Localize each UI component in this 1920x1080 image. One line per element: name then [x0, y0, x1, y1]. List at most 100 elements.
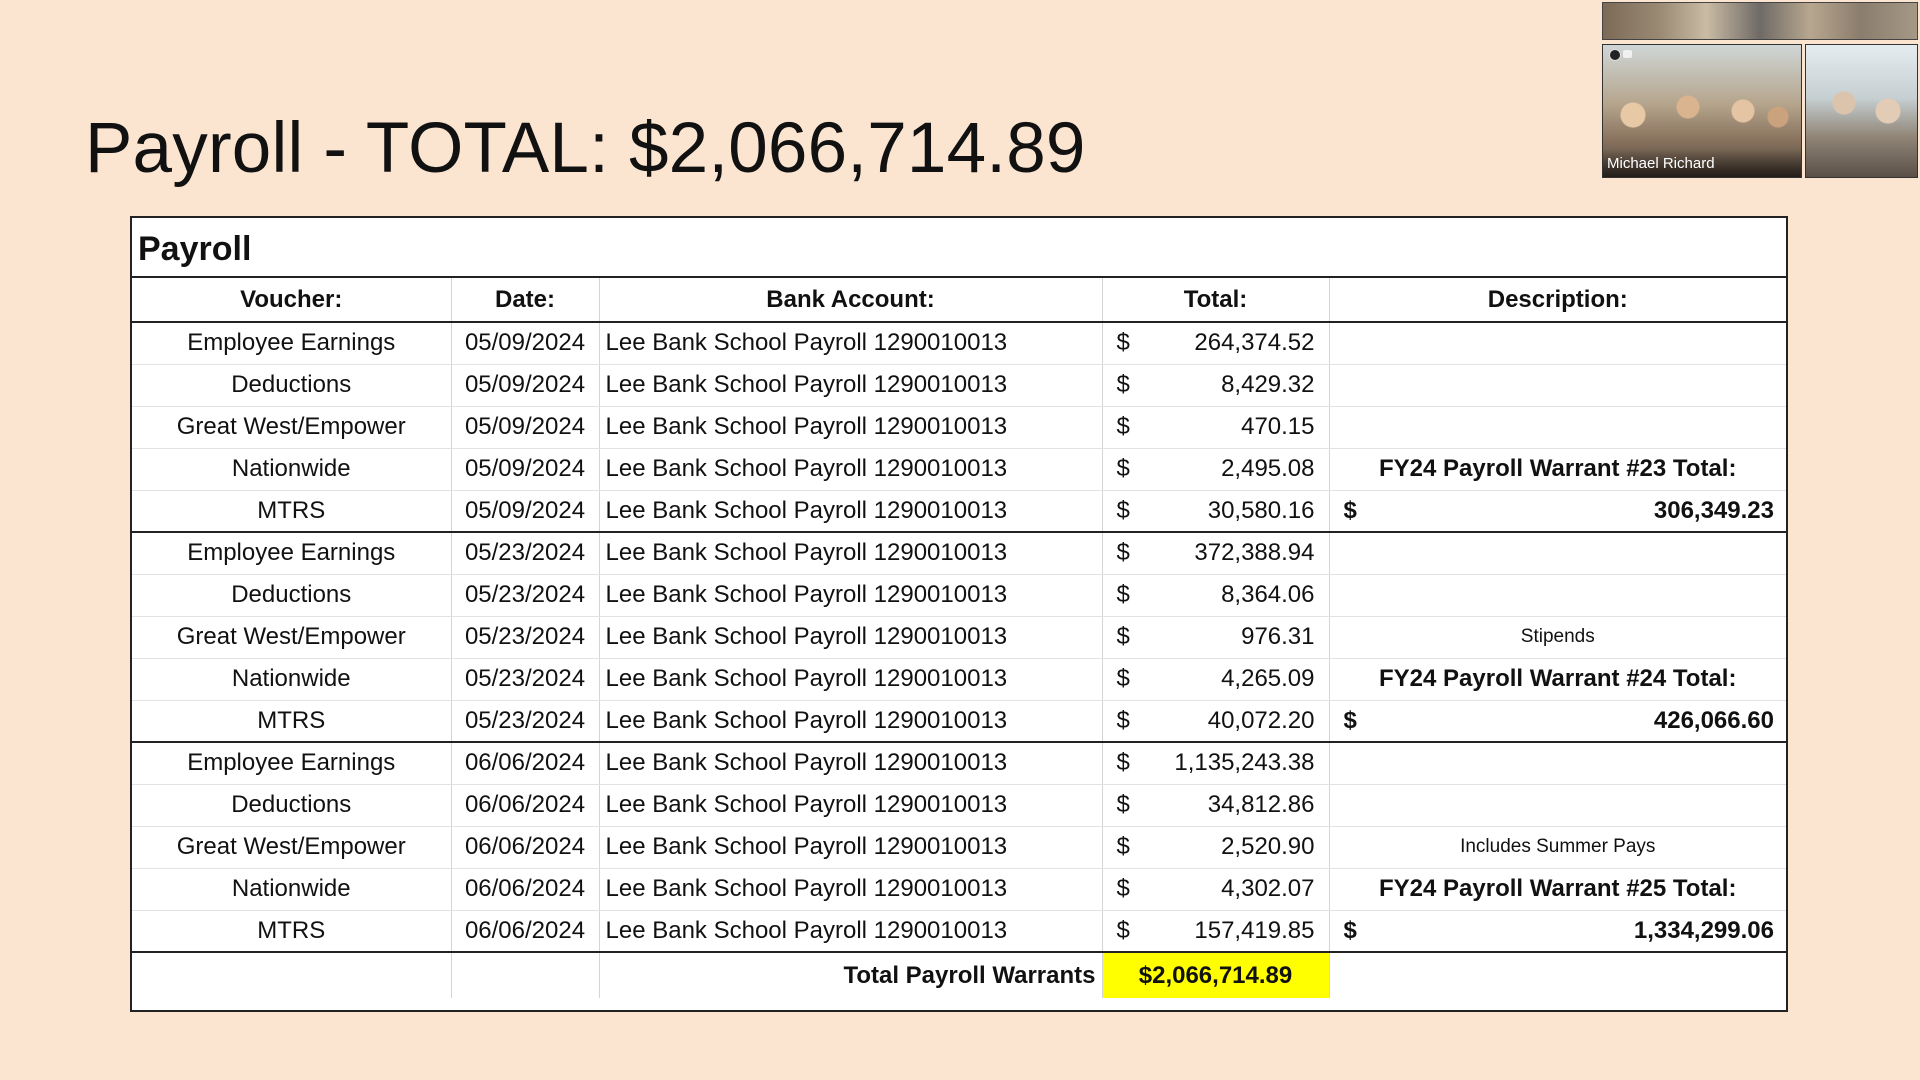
table-row: Great West/Empower 05/23/2024 Lee Bank Sch… — [132, 616, 1786, 659]
amount-value: 372,388.94 — [1194, 539, 1315, 567]
payroll-sheet: Payroll Voucher: Date: Bank Account: Tot… — [130, 216, 1788, 1012]
currency-symbol: $ — [1343, 916, 1357, 944]
table-row: Deductions 06/06/2024 Lee Bank School Payr… — [132, 784, 1786, 827]
date-cell: 05/23/2024 — [451, 532, 600, 575]
header-voucher: Voucher: — [132, 278, 452, 323]
description-cell — [1329, 574, 1786, 617]
warrant-total-value: 1,334,299.06 — [1633, 916, 1774, 944]
amount-value: 157,419.85 — [1194, 916, 1315, 944]
video-tile-secondary[interactable] — [1805, 44, 1918, 178]
table-row: Nationwide 05/09/2024 Lee Bank School Payr… — [132, 448, 1786, 491]
currency-symbol: $ — [1116, 791, 1130, 818]
voucher-cell: Employee Earnings — [132, 532, 452, 575]
voucher-cell: MTRS — [132, 910, 452, 953]
amount-value: 8,429.32 — [1221, 371, 1315, 398]
total-cell: $4,302.07 — [1102, 868, 1330, 911]
total-cell: $264,374.52 — [1102, 322, 1330, 365]
bank-account-cell: Lee Bank School Payroll 1290010013 — [599, 868, 1103, 911]
table-row: Employee Earnings 06/06/2024 Lee Bank Scho… — [132, 742, 1786, 785]
description-cell — [1329, 742, 1786, 785]
description-cell: FY24 Payroll Warrant #25 Total: — [1329, 868, 1786, 911]
header-description: Description: — [1329, 278, 1786, 323]
description-cell: Stipends — [1329, 616, 1786, 659]
date-cell: 05/09/2024 — [451, 490, 600, 533]
table-row: Deductions 05/23/2024 Lee Bank School Payr… — [132, 574, 1786, 617]
total-cell: $4,265.09 — [1102, 658, 1330, 701]
warrant-total-value: 426,066.60 — [1653, 706, 1774, 734]
bank-account-cell: Lee Bank School Payroll 1290010013 — [599, 322, 1103, 365]
currency-symbol: $ — [1116, 916, 1130, 944]
warrant-total-cell: $426,066.60 — [1329, 700, 1786, 743]
currency-symbol: $ — [1116, 496, 1130, 524]
currency-symbol: $ — [1116, 413, 1130, 440]
amount-value: 4,302.07 — [1221, 875, 1315, 902]
table-row: MTRS 05/23/2024 Lee Bank School Payroll 12… — [132, 700, 1786, 743]
currency-symbol: $ — [1116, 455, 1130, 482]
participant-name: Michael Richard — [1607, 155, 1715, 172]
date-cell: 06/06/2024 — [451, 784, 600, 827]
table-row: Employee Earnings 05/23/2024 Lee Bank Scho… — [132, 532, 1786, 575]
bank-account-cell: Lee Bank School Payroll 1290010013 — [599, 532, 1103, 575]
amount-value: 470.15 — [1241, 413, 1315, 440]
description-cell — [1329, 364, 1786, 407]
description-cell: FY24 Payroll Warrant #24 Total: — [1329, 658, 1786, 701]
total-cell: $8,364.06 — [1102, 574, 1330, 617]
voucher-cell: Employee Earnings — [132, 322, 452, 365]
voucher-cell: Great West/Empower — [132, 616, 452, 659]
total-cell: $8,429.32 — [1102, 364, 1330, 407]
date-cell: 06/06/2024 — [451, 868, 600, 911]
bank-account-cell: Lee Bank School Payroll 1290010013 — [599, 364, 1103, 407]
bank-account-cell: Lee Bank School Payroll 1290010013 — [599, 406, 1103, 449]
date-cell: 05/09/2024 — [451, 322, 600, 365]
table-row: Great West/Empower 05/09/2024 Lee Bank Sch… — [132, 406, 1786, 449]
bank-account-cell: Lee Bank School Payroll 1290010013 — [599, 826, 1103, 869]
voucher-cell: Great West/Empower — [132, 406, 452, 449]
description-cell — [1329, 532, 1786, 575]
video-thumbnail-strip[interactable] — [1602, 2, 1918, 40]
amount-value: 2,520.90 — [1221, 833, 1315, 860]
total-cell: $372,388.94 — [1102, 532, 1330, 575]
voucher-cell: Nationwide — [132, 658, 452, 701]
payroll-table: Voucher: Date: Bank Account: Total: Desc… — [132, 278, 1786, 998]
description-cell — [1329, 784, 1786, 827]
header-total: Total: — [1102, 278, 1330, 323]
video-gallery[interactable]: Michael Richard — [1600, 0, 1920, 180]
date-cell: 05/23/2024 — [451, 574, 600, 617]
bank-account-cell: Lee Bank School Payroll 1290010013 — [599, 658, 1103, 701]
currency-symbol: $ — [1116, 371, 1130, 398]
bank-account-cell: Lee Bank School Payroll 1290010013 — [599, 742, 1103, 785]
date-cell: 06/06/2024 — [451, 742, 600, 785]
voucher-cell: Great West/Empower — [132, 826, 452, 869]
currency-symbol: $ — [1116, 706, 1130, 734]
currency-symbol: $ — [1116, 833, 1130, 860]
total-value: $2,066,714.89 — [1102, 952, 1330, 998]
total-cell: $2,495.08 — [1102, 448, 1330, 491]
description-cell — [1329, 322, 1786, 365]
bank-account-cell: Lee Bank School Payroll 1290010013 — [599, 490, 1103, 533]
date-cell: 05/09/2024 — [451, 364, 600, 407]
video-tile-main[interactable]: Michael Richard — [1602, 44, 1802, 178]
slide-title: Payroll - TOTAL: $2,066,714.89 — [85, 109, 1086, 188]
currency-symbol: $ — [1116, 581, 1130, 608]
total-label: Total Payroll Warrants — [599, 952, 1103, 998]
currency-symbol: $ — [1116, 875, 1130, 902]
total-cell: $1,135,243.38 — [1102, 742, 1330, 785]
amount-value: 2,495.08 — [1221, 455, 1315, 482]
amount-value: 40,072.20 — [1207, 706, 1315, 734]
header-date: Date: — [451, 278, 600, 323]
bank-account-cell: Lee Bank School Payroll 1290010013 — [599, 616, 1103, 659]
warrant-total-cell: $1,334,299.06 — [1329, 910, 1786, 953]
total-row: Total Payroll Warrants $2,066,714.89 — [132, 952, 1786, 998]
currency-symbol: $ — [1343, 496, 1357, 524]
date-cell: 05/23/2024 — [451, 700, 600, 743]
total-empty-cell — [1329, 952, 1786, 998]
amount-value: 4,265.09 — [1221, 665, 1315, 692]
voucher-cell: Deductions — [132, 574, 452, 617]
table-row: MTRS 05/09/2024 Lee Bank School Payroll 12… — [132, 490, 1786, 533]
sheet-title: Payroll — [132, 218, 1786, 278]
voucher-cell: Nationwide — [132, 448, 452, 491]
amount-value: 8,364.06 — [1221, 581, 1315, 608]
currency-symbol: $ — [1116, 623, 1130, 650]
amount-value: 34,812.86 — [1207, 791, 1315, 818]
voucher-cell: Deductions — [132, 784, 452, 827]
